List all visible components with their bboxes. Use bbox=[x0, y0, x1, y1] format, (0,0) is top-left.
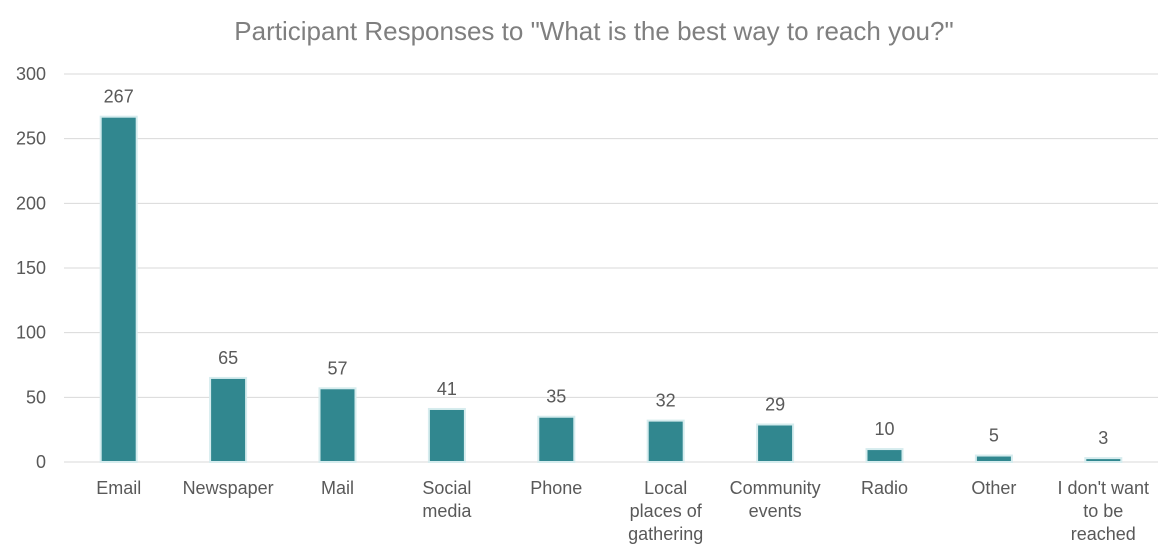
data-labels: 267 65 57 41 35 32 29 10 5 3 bbox=[104, 87, 1109, 448]
x-category-label: I don't want to be reached bbox=[1058, 478, 1150, 544]
bar-email bbox=[99, 115, 138, 464]
x-category-label: Newspaper bbox=[183, 478, 274, 498]
y-tick-label: 300 bbox=[16, 64, 46, 84]
data-label: 65 bbox=[218, 348, 238, 368]
data-label: 41 bbox=[437, 379, 457, 399]
x-category-label: Other bbox=[971, 478, 1016, 498]
x-axis-category-labels: Email Newspaper Mail Social media Phone Local p… bbox=[96, 478, 1149, 544]
x-category-label: Mail bbox=[321, 478, 354, 498]
bar-phone bbox=[537, 415, 576, 464]
data-label: 32 bbox=[656, 391, 676, 411]
y-tick-label: 50 bbox=[26, 387, 46, 407]
data-label: 57 bbox=[327, 358, 347, 378]
bar-radio bbox=[865, 448, 904, 464]
bar-social-media bbox=[427, 407, 466, 463]
x-category-label: Local places of gathering bbox=[628, 478, 703, 544]
data-label: 267 bbox=[104, 87, 134, 107]
x-category-label: Community events bbox=[730, 478, 821, 521]
y-axis-tick-labels: 0 50 100 150 200 250 300 bbox=[16, 64, 46, 472]
bars bbox=[99, 115, 1123, 464]
y-tick-label: 150 bbox=[16, 258, 46, 278]
y-tick-label: 200 bbox=[16, 193, 46, 213]
bar-other bbox=[974, 454, 1013, 463]
bar-mail bbox=[318, 387, 357, 463]
data-label: 10 bbox=[874, 419, 894, 439]
data-label: 5 bbox=[989, 426, 999, 446]
x-category-label: Social media bbox=[422, 478, 472, 521]
bar-community-events bbox=[756, 423, 795, 464]
data-label: 29 bbox=[765, 394, 785, 414]
bar-i-don-t-want-to-be-reached bbox=[1084, 457, 1123, 463]
x-category-label: Radio bbox=[861, 478, 908, 498]
y-tick-label: 100 bbox=[16, 323, 46, 343]
data-label: 3 bbox=[1098, 428, 1108, 448]
y-tick-label: 250 bbox=[16, 129, 46, 149]
bar-local-places-of-gathering bbox=[646, 419, 685, 464]
bar-newspaper bbox=[209, 376, 248, 463]
x-category-label: Email bbox=[96, 478, 141, 498]
x-category-label: Phone bbox=[530, 478, 582, 498]
chart-title: Participant Responses to "What is the be… bbox=[234, 16, 953, 46]
data-label: 35 bbox=[546, 387, 566, 407]
y-tick-label: 0 bbox=[36, 452, 46, 472]
